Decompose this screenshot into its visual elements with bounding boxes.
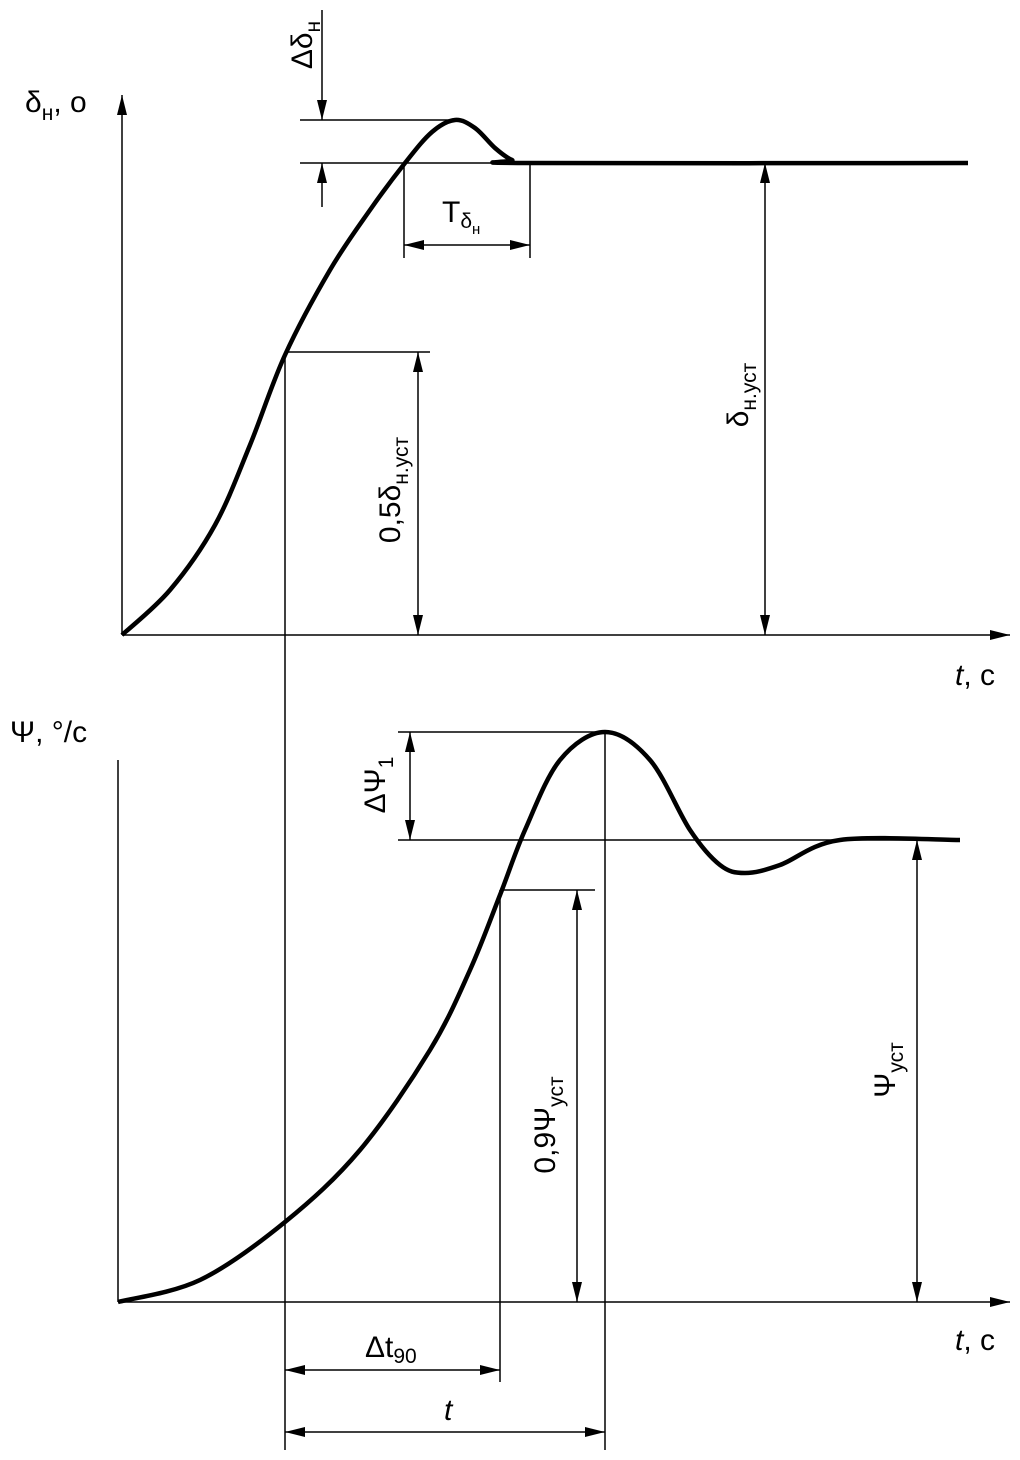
label-main: Δt	[365, 1331, 394, 1364]
overshoot-label: ΔΨ1	[359, 757, 398, 814]
delta-t-label: Δt90	[365, 1331, 417, 1368]
label-rest: , с	[963, 659, 995, 692]
label-main: 0,9Ψ	[529, 1107, 562, 1174]
label-main: δ	[25, 86, 42, 119]
label-sub: н.уст	[390, 437, 413, 485]
label-main: Ψ, °/с	[10, 716, 87, 749]
bottom-graph: Ψ, °/с t, с ΔΨ1 0,9Ψуст Ψуст Δt90 t	[10, 716, 1010, 1450]
response-curve	[120, 117, 969, 637]
label-sub: 90	[393, 1345, 416, 1368]
label-rest: , с	[963, 1324, 995, 1357]
label-main: Ψ	[869, 1073, 902, 1098]
x-axis-label: t, с	[955, 1324, 995, 1357]
time-label: t	[444, 1394, 454, 1427]
label-sub: н	[42, 102, 54, 125]
label-sub: уст	[885, 1042, 908, 1073]
label-main: T	[442, 196, 460, 229]
label-main: t	[955, 659, 965, 692]
label-main: ΔΨ	[359, 768, 392, 813]
steady-label: δн.уст	[722, 362, 761, 427]
top-graph: δн, о t, с Δδн Tδн δн.уст 0,5δн.уст	[25, 10, 1010, 1450]
y-axis-label: Ψ, °/с	[10, 716, 87, 749]
label-rest: , о	[53, 86, 86, 119]
label-sub: δ	[460, 210, 472, 233]
ninety-label: 0,9Ψуст	[529, 1076, 568, 1174]
period-label: Tδн	[442, 196, 480, 238]
label-sub: 1	[375, 757, 398, 769]
half-label: 0,5δн.уст	[374, 437, 413, 544]
label-sub: уст	[545, 1076, 568, 1107]
y-axis-label: δн, о	[25, 86, 87, 125]
label-sub: н	[302, 21, 325, 33]
steady-label: Ψуст	[869, 1042, 908, 1098]
label-main: t	[444, 1394, 454, 1427]
response-curve	[117, 729, 961, 1305]
x-axis-label: t, с	[955, 659, 995, 692]
label-main: t	[955, 1324, 965, 1357]
label-sub: н.уст	[738, 362, 761, 410]
label-main: δ	[722, 411, 755, 428]
overshoot-label: Δδн	[286, 21, 325, 69]
label-main: Δδ	[286, 32, 319, 69]
label-subsub: н	[472, 221, 480, 238]
label-main: 0,5δ	[374, 485, 407, 543]
